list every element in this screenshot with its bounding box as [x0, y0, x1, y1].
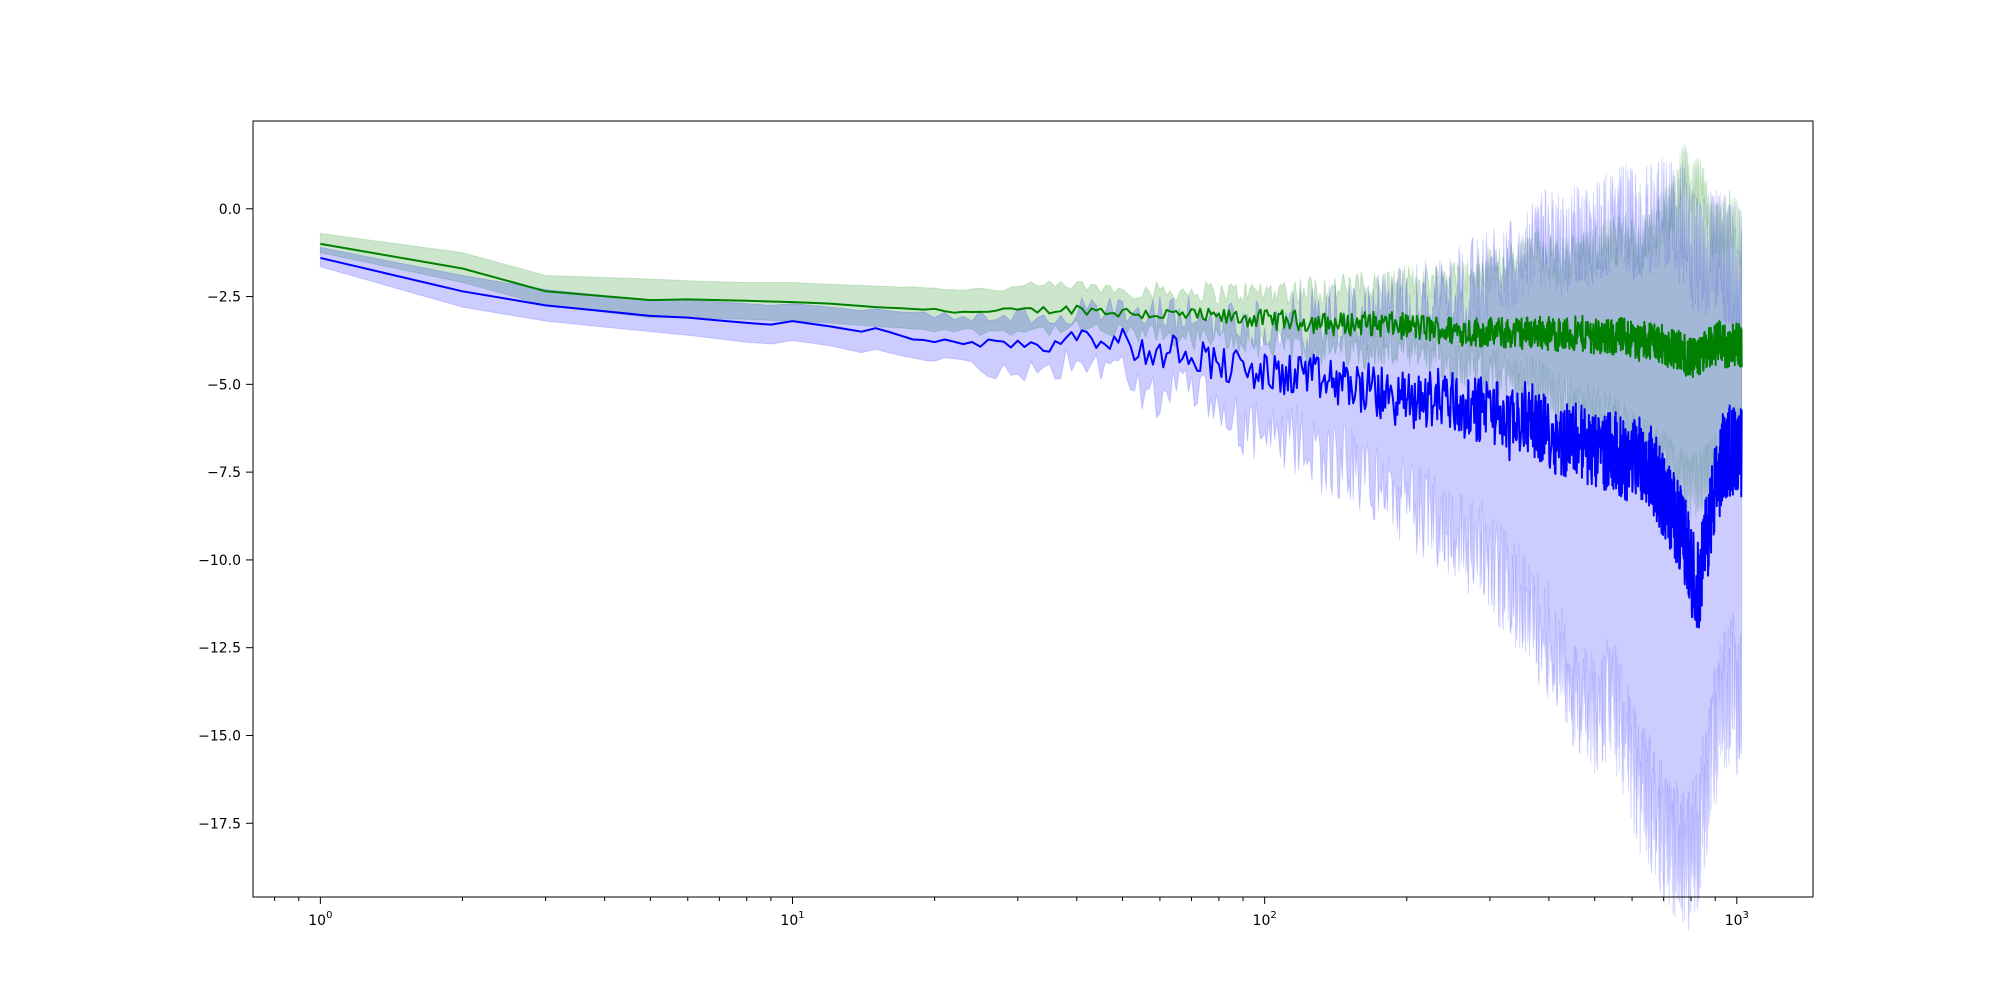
axes-frame	[252, 120, 1814, 898]
y-axis: 0.0 −2.5 −5.0 −7.5 −10.0 −12.5 −15.0 −17.5	[198, 202, 253, 832]
y-tick-label: −12.5	[198, 641, 241, 657]
x-tick-label: 103	[1725, 910, 1749, 929]
y-tick-label: −15.0	[198, 728, 241, 744]
series-line-0	[320, 242, 1743, 379]
series-lines	[320, 242, 1743, 629]
series-line-1	[320, 256, 1743, 629]
y-tick-label: −17.5	[198, 816, 241, 832]
x-tick-label: 101	[780, 910, 804, 929]
y-tick-label: −10.0	[198, 553, 241, 569]
x-tick-label: 102	[1253, 910, 1277, 929]
x-axis: 100 101 102 103	[274, 897, 1749, 929]
x-tick-label: 100	[308, 910, 332, 929]
y-tick-label: −2.5	[207, 290, 241, 306]
confidence-band-1	[319, 157, 1743, 931]
y-tick-label: −5.0	[207, 377, 241, 393]
confidence-bands	[319, 143, 1743, 931]
y-tick-label: 0.0	[219, 202, 241, 218]
y-tick-label: −7.5	[207, 465, 241, 481]
